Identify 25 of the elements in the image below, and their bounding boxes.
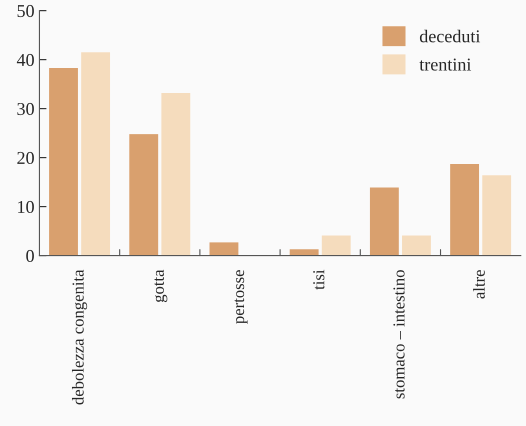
x-tick-label: altre	[473, 270, 485, 299]
bar	[210, 242, 238, 256]
y-tick-label: 0	[26, 250, 34, 262]
x-tick-label: tisi	[313, 270, 324, 290]
y-tick-label: 40	[16, 54, 34, 66]
legend-label: trentini	[419, 58, 472, 71]
legend-label: deceduti	[420, 30, 480, 42]
bar	[129, 134, 158, 256]
bar	[450, 164, 480, 256]
x-tick-label: stomaco – intestino	[393, 270, 405, 398]
bar	[402, 236, 431, 256]
x-tick-label: gotta	[154, 270, 168, 302]
y-tick-label: 50	[18, 4, 34, 18]
bar	[370, 188, 399, 256]
y-tick-label: 10	[18, 200, 34, 214]
y-tick-label: 30	[17, 102, 34, 116]
x-tick-label: pertosse	[234, 270, 248, 324]
bar	[482, 175, 512, 256]
bar	[322, 236, 351, 256]
y-tick-label: 20	[17, 152, 34, 164]
bar	[81, 52, 110, 256]
x-tick-label: debolezza congenita	[72, 270, 88, 404]
bar	[290, 249, 319, 256]
bar	[161, 92, 190, 256]
bar	[49, 68, 78, 256]
